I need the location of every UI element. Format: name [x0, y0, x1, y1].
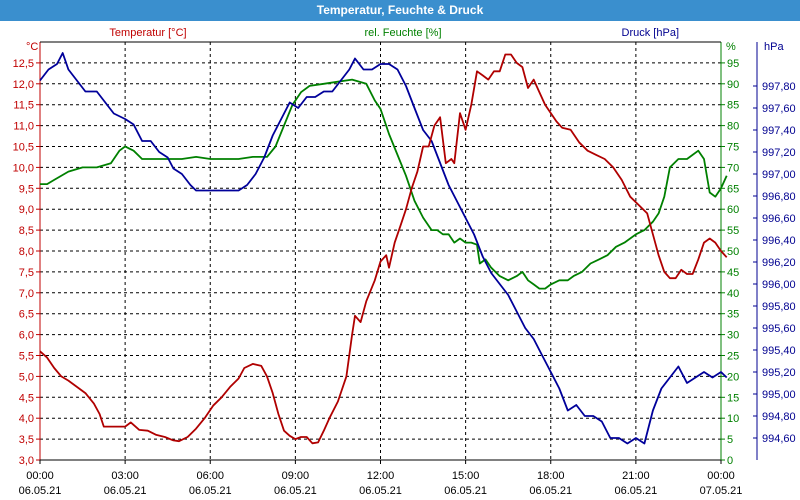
tick-label-x-date: 06.05.21 [444, 485, 487, 497]
tick-label-temperature: 3,5 [19, 434, 34, 446]
axis-title-pressure: Druck [hPa] [622, 27, 679, 39]
tick-label-pressure: 995,80 [762, 301, 796, 313]
tick-label-pressure: 995,60 [762, 323, 796, 335]
tick-label-x-time: 18:00 [537, 470, 565, 482]
tick-label-humidity: 80 [727, 121, 739, 133]
tick-label-x-time: 03:00 [111, 470, 139, 482]
tick-label-temperature: 8,0 [19, 246, 34, 258]
tick-label-pressure: 996,00 [762, 279, 796, 291]
tick-label-temperature: 9,5 [19, 183, 34, 195]
unit-label-pressure: hPa [764, 41, 784, 53]
tick-label-pressure: 994,80 [762, 411, 796, 423]
tick-label-pressure: 996,80 [762, 191, 796, 203]
tick-label-humidity: 45 [727, 267, 739, 279]
axis-title-humidity: rel. Feuchte [%] [364, 27, 441, 39]
tick-label-temperature: 11,0 [13, 121, 34, 133]
tick-label-x-time: 06:00 [196, 470, 224, 482]
axis-title-temperature: Temperatur [°C] [109, 27, 186, 39]
series-line-pressure [39, 52, 728, 445]
tick-label-pressure: 995,20 [762, 367, 796, 379]
tick-label-humidity: 65 [727, 183, 739, 195]
tick-label-pressure: 997,40 [762, 125, 796, 137]
tick-label-pressure: 997,80 [762, 81, 796, 93]
tick-label-pressure: 996,60 [762, 213, 796, 225]
tick-label-pressure: 997,20 [762, 147, 796, 159]
tick-label-humidity: 55 [727, 225, 739, 237]
tick-label-x-date: 06.05.21 [274, 485, 317, 497]
tick-label-humidity: 90 [727, 79, 739, 91]
tick-label-humidity: 40 [727, 288, 739, 300]
tick-label-x-date: 06.05.21 [189, 485, 232, 497]
tick-label-x-date: 06.05.21 [529, 485, 572, 497]
series-line-humidity [40, 78, 728, 290]
tick-label-temperature: 8,5 [19, 225, 34, 237]
tick-label-humidity: 50 [727, 246, 739, 258]
series-line-temperature [39, 53, 728, 445]
tick-label-humidity: 5 [727, 434, 733, 446]
tick-label-temperature: 3,0 [19, 455, 34, 467]
tick-label-x-date: 06.05.21 [359, 485, 402, 497]
tick-label-pressure: 997,60 [762, 103, 796, 115]
tick-label-humidity: 75 [727, 142, 739, 154]
tick-label-x-time: 12:00 [367, 470, 395, 482]
tick-label-temperature: 10,0 [13, 162, 34, 174]
tick-label-temperature: 10,5 [13, 142, 34, 154]
tick-label-temperature: 9,0 [19, 204, 34, 216]
unit-label-temperature: °C [26, 41, 38, 53]
tick-label-temperature: 7,0 [19, 288, 34, 300]
tick-label-pressure: 996,20 [762, 257, 796, 269]
tick-label-x-time: 00:00 [707, 470, 735, 482]
tick-label-pressure: 997,00 [762, 169, 796, 181]
tick-label-x-time: 21:00 [622, 470, 650, 482]
chart-title: Temperatur, Feuchte & Druck [0, 0, 800, 21]
tick-label-temperature: 5,5 [19, 351, 34, 363]
tick-label-temperature: 6,5 [19, 309, 34, 321]
tick-label-humidity: 30 [727, 330, 739, 342]
tick-label-x-time: 00:00 [26, 470, 54, 482]
tick-label-pressure: 995,40 [762, 345, 796, 357]
tick-label-humidity: 20 [727, 371, 739, 383]
tick-label-humidity: 25 [727, 351, 739, 363]
tick-label-x-date: 06.05.21 [104, 485, 147, 497]
tick-label-humidity: 35 [727, 309, 739, 321]
tick-label-temperature: 12,5 [13, 58, 34, 70]
tick-label-temperature: 5,0 [19, 371, 34, 383]
tick-label-humidity: 85 [727, 100, 739, 112]
tick-label-x-date: 07.05.21 [700, 485, 743, 497]
tick-label-humidity: 15 [727, 392, 739, 404]
tick-label-humidity: 60 [727, 204, 739, 216]
tick-label-x-time: 09:00 [282, 470, 310, 482]
tick-label-humidity: 95 [727, 58, 739, 70]
tick-label-x-time: 15:00 [452, 470, 480, 482]
tick-label-temperature: 4,5 [19, 392, 34, 404]
tick-label-temperature: 6,0 [19, 330, 34, 342]
tick-label-temperature: 12,0 [13, 79, 34, 91]
tick-label-humidity: 70 [727, 162, 739, 174]
tick-label-pressure: 995,00 [762, 389, 796, 401]
tick-label-pressure: 996,40 [762, 235, 796, 247]
tick-label-temperature: 11,5 [13, 100, 34, 112]
tick-label-x-date: 06.05.21 [19, 485, 62, 497]
unit-label-humidity: % [726, 41, 736, 53]
tick-label-temperature: 4,0 [19, 413, 34, 425]
tick-label-x-date: 06.05.21 [614, 485, 657, 497]
tick-label-temperature: 7,5 [19, 267, 34, 279]
tick-label-humidity: 0 [727, 455, 733, 467]
tick-label-pressure: 994,60 [762, 433, 796, 445]
tick-label-humidity: 10 [727, 413, 739, 425]
